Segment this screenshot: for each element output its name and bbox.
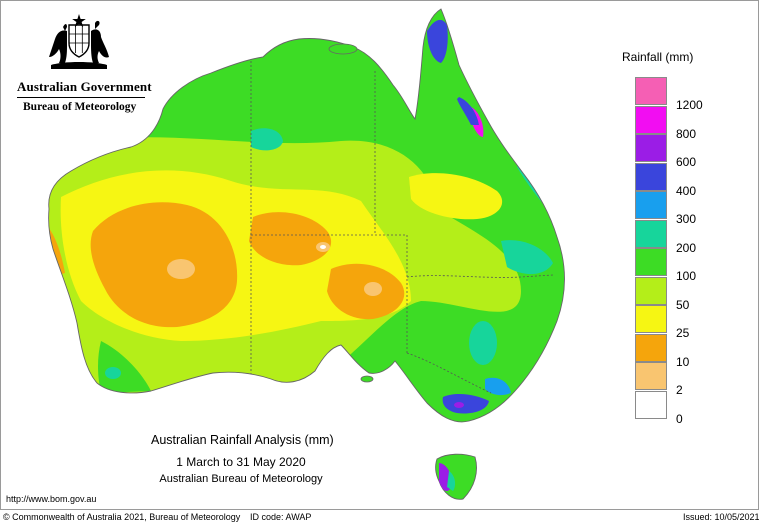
legend-label-10: 10 <box>676 354 690 369</box>
legend-swatch-100 <box>635 248 667 276</box>
agency-name: Bureau of Meteorology <box>23 101 137 113</box>
kangaroo-island <box>360 375 374 383</box>
legend-swatch-10 <box>635 333 667 362</box>
legend-label-600: 600 <box>676 155 697 169</box>
state-borders <box>250 61 554 394</box>
legend-label-400: 400 <box>676 183 697 198</box>
legend-swatch-50 <box>635 276 667 305</box>
tasmania <box>435 453 477 500</box>
map-period: 1 March to 31 May 2020 <box>176 455 306 469</box>
legend-swatch-0 <box>635 390 667 419</box>
legend-swatch-600 <box>635 134 667 162</box>
legend-label-300: 300 <box>676 212 697 226</box>
groote-eylandt <box>328 43 358 55</box>
legend-swatch-25 <box>635 305 667 333</box>
coat-of-arms-icon <box>49 14 109 69</box>
legend-title: Rainfall (mm) <box>622 50 694 64</box>
legend-label-50: 50 <box>676 297 690 312</box>
legend-label-100: 100 <box>676 269 697 283</box>
legend-label-2: 2 <box>676 383 683 397</box>
issued-date: Issued: 10/05/2021 <box>683 512 759 522</box>
legend-swatch-300 <box>635 191 667 219</box>
legend-label-1200: 1200 <box>676 98 703 112</box>
copyright-notice: © Commonwealth of Australia 2021, Bureau… <box>3 512 241 522</box>
org-name: Australian Government <box>17 79 152 94</box>
map-frame: Australian Government Bureau of Meteorol… <box>0 0 759 510</box>
map-source: Australian Bureau of Meteorology <box>159 473 323 485</box>
website-url: http://www.bom.gov.au <box>6 494 97 504</box>
legend-swatch-200 <box>635 219 667 248</box>
legend-swatch-1200 <box>635 77 667 105</box>
legend-swatch-800 <box>635 105 667 134</box>
legend-swatch-2 <box>635 362 667 390</box>
legend-label-800: 800 <box>676 126 697 141</box>
legend-label-0: 0 <box>676 411 683 426</box>
legend-label-200: 200 <box>676 240 697 255</box>
legend-swatch-400 <box>635 162 667 191</box>
id-code: ID code: AWAP <box>250 512 312 522</box>
rainfall-map <box>48 8 565 500</box>
map-title: Australian Rainfall Analysis (mm) <box>151 433 334 447</box>
logo-divider <box>17 97 145 98</box>
legend-label-25: 25 <box>676 326 690 340</box>
mainland-rainfall-shading <box>48 9 565 422</box>
